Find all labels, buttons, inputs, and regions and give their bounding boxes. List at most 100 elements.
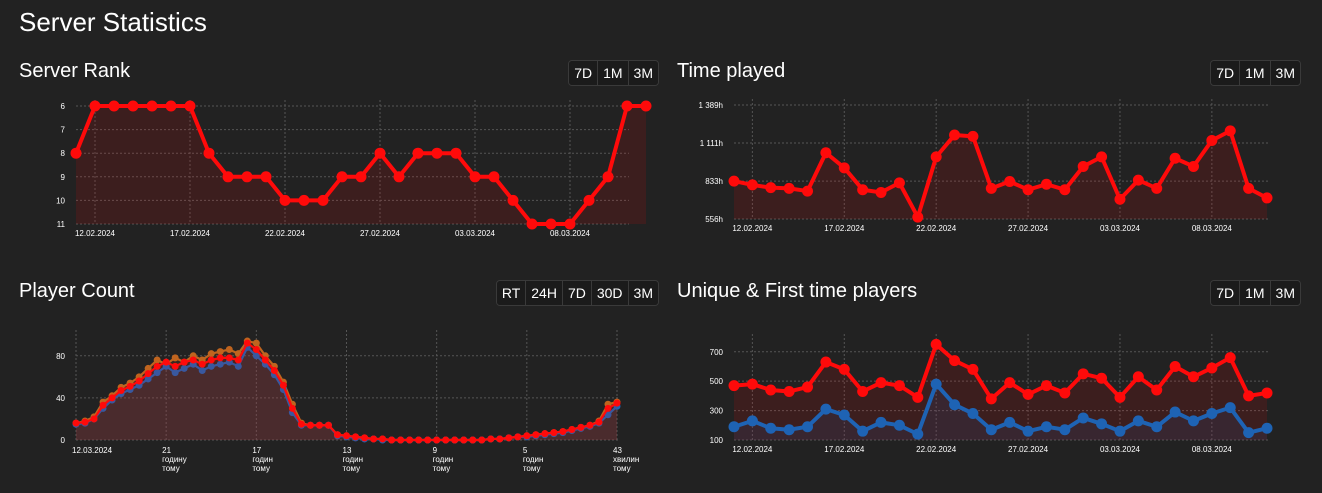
data-point xyxy=(252,345,260,353)
data-point xyxy=(180,358,188,366)
player-count-title: Player Count xyxy=(19,280,135,302)
data-point xyxy=(564,218,576,230)
data-point xyxy=(1040,178,1052,190)
x-tick-label: тому xyxy=(613,464,631,473)
data-point xyxy=(144,364,152,372)
range-rt-button[interactable]: RT xyxy=(496,281,526,305)
x-tick-label: 08.03.2024 xyxy=(550,229,591,238)
data-point xyxy=(165,100,177,112)
data-point xyxy=(487,435,495,443)
x-tick-label: годин xyxy=(523,455,544,464)
x-tick-label: годин xyxy=(433,455,454,464)
data-point xyxy=(1022,388,1034,400)
range-1m-button[interactable]: 1M xyxy=(1239,61,1270,85)
data-point xyxy=(967,130,979,142)
y-tick-label: 11 xyxy=(57,220,66,229)
data-point xyxy=(127,100,139,112)
data-point xyxy=(875,186,887,198)
series-area xyxy=(734,384,1267,440)
data-point xyxy=(1077,160,1089,172)
data-point xyxy=(783,385,795,397)
data-point xyxy=(108,100,120,112)
unique-players-panel: Unique & First time players 7D 1M 3M 12.… xyxy=(677,278,1301,493)
data-point xyxy=(1022,425,1034,437)
range-7d-button[interactable]: 7D xyxy=(1211,281,1240,305)
data-point xyxy=(216,348,224,356)
y-tick-label: 300 xyxy=(710,407,724,416)
data-point xyxy=(802,185,814,197)
player-count-chart[interactable]: 12.03.2024 21годинутому17годинтому13годин… xyxy=(19,278,659,487)
data-point xyxy=(1206,408,1218,420)
data-point xyxy=(171,354,179,362)
range-30d-button[interactable]: 30D xyxy=(590,281,628,305)
data-point xyxy=(930,338,942,350)
data-point xyxy=(315,421,323,429)
server-rank-chart[interactable]: 12.02.2024 17.02.2024 22.02.2024 27.02.2024… xyxy=(19,58,659,273)
time-played-panel: Time played 7D 1M 3M 12.02.2024 17.02.202… xyxy=(677,58,1301,273)
x-tick-label: тому xyxy=(523,464,541,473)
data-point xyxy=(433,436,441,444)
data-point xyxy=(1243,427,1255,439)
data-point xyxy=(514,433,522,441)
data-point xyxy=(260,171,272,183)
range-3m-button[interactable]: 3M xyxy=(627,281,658,305)
data-point xyxy=(450,147,462,159)
y-tick-label: 1 111h xyxy=(700,139,723,148)
x-tick-label: 21 xyxy=(162,446,171,455)
x-tick-label: тому xyxy=(433,464,451,473)
data-point xyxy=(746,378,758,390)
x-tick-label: 12.02.2024 xyxy=(732,224,773,233)
server-rank-range-selector: 7D 1M 3M xyxy=(568,60,659,86)
range-7d-button[interactable]: 7D xyxy=(561,281,591,305)
data-point xyxy=(1059,424,1071,436)
data-point xyxy=(1151,421,1163,433)
data-point xyxy=(1243,182,1255,194)
data-point xyxy=(1096,151,1108,163)
y-tick-label: 8 xyxy=(61,149,66,158)
x-tick-label: 17.02.2024 xyxy=(824,445,865,454)
x-tick-label: 12.02.2024 xyxy=(732,445,773,454)
data-point xyxy=(985,393,997,405)
data-point xyxy=(478,436,486,444)
range-3m-button[interactable]: 3M xyxy=(627,61,658,85)
server-rank-panel: Server Rank 7D 1M 3M 12.02.2024 17.02.202… xyxy=(19,58,659,273)
range-3m-button[interactable]: 3M xyxy=(1269,61,1300,85)
data-point xyxy=(550,429,558,437)
data-point xyxy=(838,162,850,174)
y-tick-label: 10 xyxy=(56,196,65,205)
player-count-panel: Player Count RT 24H 7D 30D 3M 12.03.2024… xyxy=(19,278,659,493)
data-point xyxy=(820,147,832,159)
data-point xyxy=(431,147,443,159)
range-3m-button[interactable]: 3M xyxy=(1269,281,1300,305)
x-tick-label: 13 xyxy=(343,446,352,455)
data-point xyxy=(361,434,369,442)
data-point xyxy=(820,356,832,368)
data-point xyxy=(728,421,740,433)
range-7d-button[interactable]: 7D xyxy=(569,61,598,85)
data-point xyxy=(1187,160,1199,172)
data-point xyxy=(1261,192,1273,204)
range-1m-button[interactable]: 1M xyxy=(597,61,628,85)
unique-players-chart[interactable]: 12.02.2024 17.02.2024 22.02.2024 27.02.2024… xyxy=(677,278,1301,487)
data-point xyxy=(451,436,459,444)
data-point xyxy=(324,421,332,429)
data-point xyxy=(1004,416,1016,428)
time-played-chart[interactable]: 12.02.2024 17.02.2024 22.02.2024 27.02.2024… xyxy=(677,58,1301,273)
data-point xyxy=(621,100,633,112)
data-point xyxy=(279,194,291,206)
data-point xyxy=(146,100,158,112)
y-tick-label: 833h xyxy=(705,177,723,186)
range-7d-button[interactable]: 7D xyxy=(1211,61,1240,85)
data-point xyxy=(857,184,869,196)
x-tick-label: тому xyxy=(252,464,270,473)
range-24h-button[interactable]: 24H xyxy=(525,281,562,305)
data-point xyxy=(783,424,795,436)
data-point xyxy=(162,358,170,366)
x-tick-label: 27.02.2024 xyxy=(1008,445,1049,454)
data-point xyxy=(153,369,161,377)
data-point xyxy=(583,194,595,206)
x-tick-label: 27.02.2024 xyxy=(1008,224,1049,233)
data-point xyxy=(559,428,567,436)
range-1m-button[interactable]: 1M xyxy=(1239,281,1270,305)
data-point xyxy=(586,421,594,429)
